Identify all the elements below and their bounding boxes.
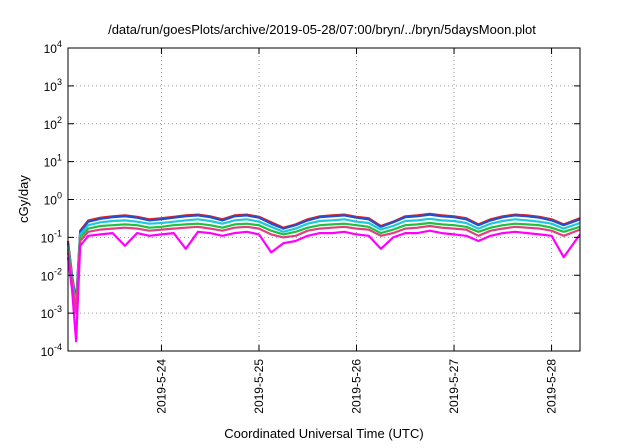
series-line-4 [66,221,581,312]
y-axis-title: cGy/day [16,175,31,223]
y-axis: 10-4 10-3 10-2 10-1 100 101 102 103 104 [41,39,580,359]
y-tick-label: 10-1 [41,228,62,245]
grid-lines [68,48,580,351]
y-tick-label: 104 [44,39,62,56]
y-tick-label: 10-3 [41,304,62,321]
y-tick-label: 102 [44,115,62,132]
series-line-5 [66,224,581,315]
x-axis-title: Coordinated Universal Time (UTC) [224,426,423,441]
x-tick-label: 2019-5-28 [545,359,559,414]
series-line-3 [66,217,581,308]
y-tick-label: 10-4 [41,342,62,359]
series-layer [66,212,581,343]
y-tick-label: 101 [44,153,62,170]
x-axis: 2019-5-24 2019-5-25 2019-5-26 2019-5-27 2019… [154,48,559,414]
y-tick-label: 10-2 [41,266,62,283]
y-tick-label: 100 [44,191,62,208]
y-tick-label: 103 [44,77,62,94]
x-tick-label: 2019-5-25 [252,359,266,414]
chart-title: /data/run/goesPlots/archive/2019-05-28/0… [108,22,536,37]
series-line-6 [66,229,581,343]
x-tick-label: 2019-5-27 [447,359,461,414]
series-line-2 [66,213,581,305]
x-tick-label: 2019-5-24 [154,359,168,414]
x-tick-label: 2019-5-26 [350,359,364,414]
